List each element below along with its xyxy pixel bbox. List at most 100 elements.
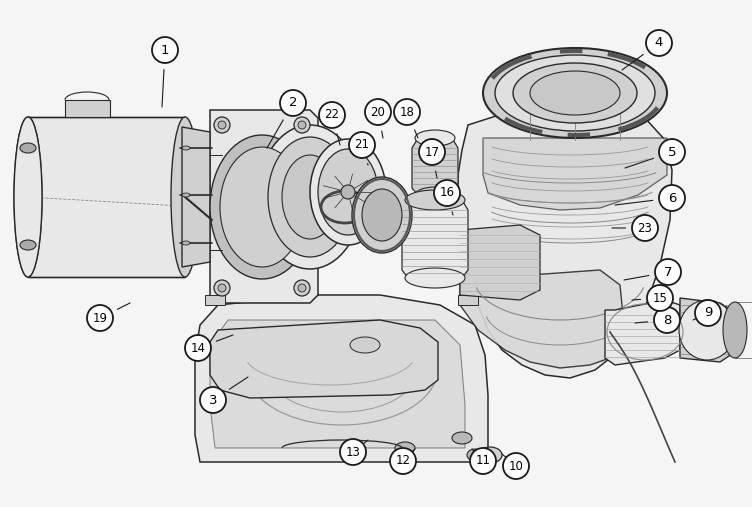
Circle shape	[434, 180, 460, 206]
Text: 15: 15	[653, 292, 668, 305]
Ellipse shape	[350, 337, 380, 353]
Polygon shape	[458, 295, 478, 305]
Ellipse shape	[478, 447, 502, 463]
Polygon shape	[458, 100, 672, 378]
Circle shape	[280, 90, 306, 116]
Circle shape	[419, 139, 445, 165]
Text: 17: 17	[424, 146, 439, 159]
Ellipse shape	[182, 146, 190, 150]
Circle shape	[647, 285, 673, 311]
Ellipse shape	[513, 63, 637, 123]
Text: 2: 2	[289, 96, 297, 110]
Circle shape	[659, 185, 685, 211]
Polygon shape	[460, 270, 625, 368]
Circle shape	[319, 102, 345, 128]
Polygon shape	[680, 298, 735, 362]
Circle shape	[349, 132, 375, 158]
Circle shape	[470, 448, 496, 474]
Ellipse shape	[182, 193, 190, 197]
Text: 8: 8	[663, 313, 672, 327]
Circle shape	[659, 139, 685, 165]
Ellipse shape	[20, 240, 36, 250]
Ellipse shape	[318, 149, 378, 235]
Text: 1: 1	[161, 44, 169, 56]
Ellipse shape	[282, 155, 338, 239]
Ellipse shape	[294, 117, 310, 133]
Text: 22: 22	[325, 108, 339, 122]
Circle shape	[365, 99, 391, 125]
Ellipse shape	[294, 280, 310, 296]
Ellipse shape	[467, 449, 483, 461]
Text: 3: 3	[209, 393, 217, 407]
Circle shape	[695, 300, 721, 326]
Polygon shape	[182, 127, 210, 267]
Text: 23: 23	[638, 222, 653, 235]
Text: 10: 10	[508, 459, 523, 473]
Polygon shape	[460, 225, 540, 300]
Text: 16: 16	[439, 187, 454, 199]
Polygon shape	[205, 295, 225, 305]
Ellipse shape	[495, 55, 655, 131]
Text: 13: 13	[346, 446, 360, 458]
Text: 9: 9	[704, 307, 712, 319]
Polygon shape	[195, 295, 488, 462]
Text: 6: 6	[668, 192, 676, 204]
Text: 14: 14	[190, 342, 205, 354]
Polygon shape	[412, 138, 458, 195]
Ellipse shape	[258, 125, 362, 269]
Ellipse shape	[218, 121, 226, 129]
Circle shape	[340, 439, 366, 465]
Polygon shape	[28, 117, 185, 277]
Ellipse shape	[298, 121, 306, 129]
Text: 21: 21	[354, 138, 369, 152]
Polygon shape	[210, 110, 318, 303]
Text: 11: 11	[475, 454, 490, 467]
Ellipse shape	[341, 185, 355, 199]
Ellipse shape	[220, 147, 304, 267]
Ellipse shape	[310, 139, 386, 245]
Ellipse shape	[298, 284, 306, 292]
Circle shape	[655, 259, 681, 285]
Ellipse shape	[483, 48, 667, 138]
Ellipse shape	[214, 117, 230, 133]
Circle shape	[394, 99, 420, 125]
Ellipse shape	[415, 187, 455, 203]
Ellipse shape	[723, 302, 747, 358]
Ellipse shape	[452, 432, 472, 444]
Ellipse shape	[20, 143, 36, 153]
Ellipse shape	[415, 130, 455, 146]
Ellipse shape	[182, 241, 190, 245]
Circle shape	[200, 387, 226, 413]
Text: 4: 4	[655, 37, 663, 50]
Ellipse shape	[14, 117, 42, 277]
Ellipse shape	[395, 442, 415, 454]
Circle shape	[152, 37, 178, 63]
Ellipse shape	[268, 137, 352, 257]
Ellipse shape	[210, 135, 314, 279]
Text: 18: 18	[399, 105, 414, 119]
Circle shape	[646, 30, 672, 56]
Ellipse shape	[362, 189, 402, 241]
Text: 12: 12	[396, 454, 411, 467]
Polygon shape	[65, 100, 110, 117]
Ellipse shape	[530, 71, 620, 115]
Polygon shape	[605, 300, 680, 365]
Circle shape	[185, 335, 211, 361]
Polygon shape	[483, 138, 667, 210]
Ellipse shape	[214, 280, 230, 296]
Circle shape	[503, 453, 529, 479]
Ellipse shape	[171, 117, 199, 277]
Text: 5: 5	[668, 146, 676, 159]
Circle shape	[632, 215, 658, 241]
Text: 20: 20	[371, 105, 386, 119]
Ellipse shape	[405, 190, 465, 210]
Ellipse shape	[14, 117, 42, 277]
Text: 7: 7	[664, 266, 672, 278]
Ellipse shape	[679, 300, 735, 360]
Ellipse shape	[405, 268, 465, 288]
Text: 19: 19	[92, 311, 108, 324]
Polygon shape	[210, 320, 465, 448]
Polygon shape	[210, 320, 438, 398]
Polygon shape	[402, 200, 468, 278]
Ellipse shape	[218, 284, 226, 292]
